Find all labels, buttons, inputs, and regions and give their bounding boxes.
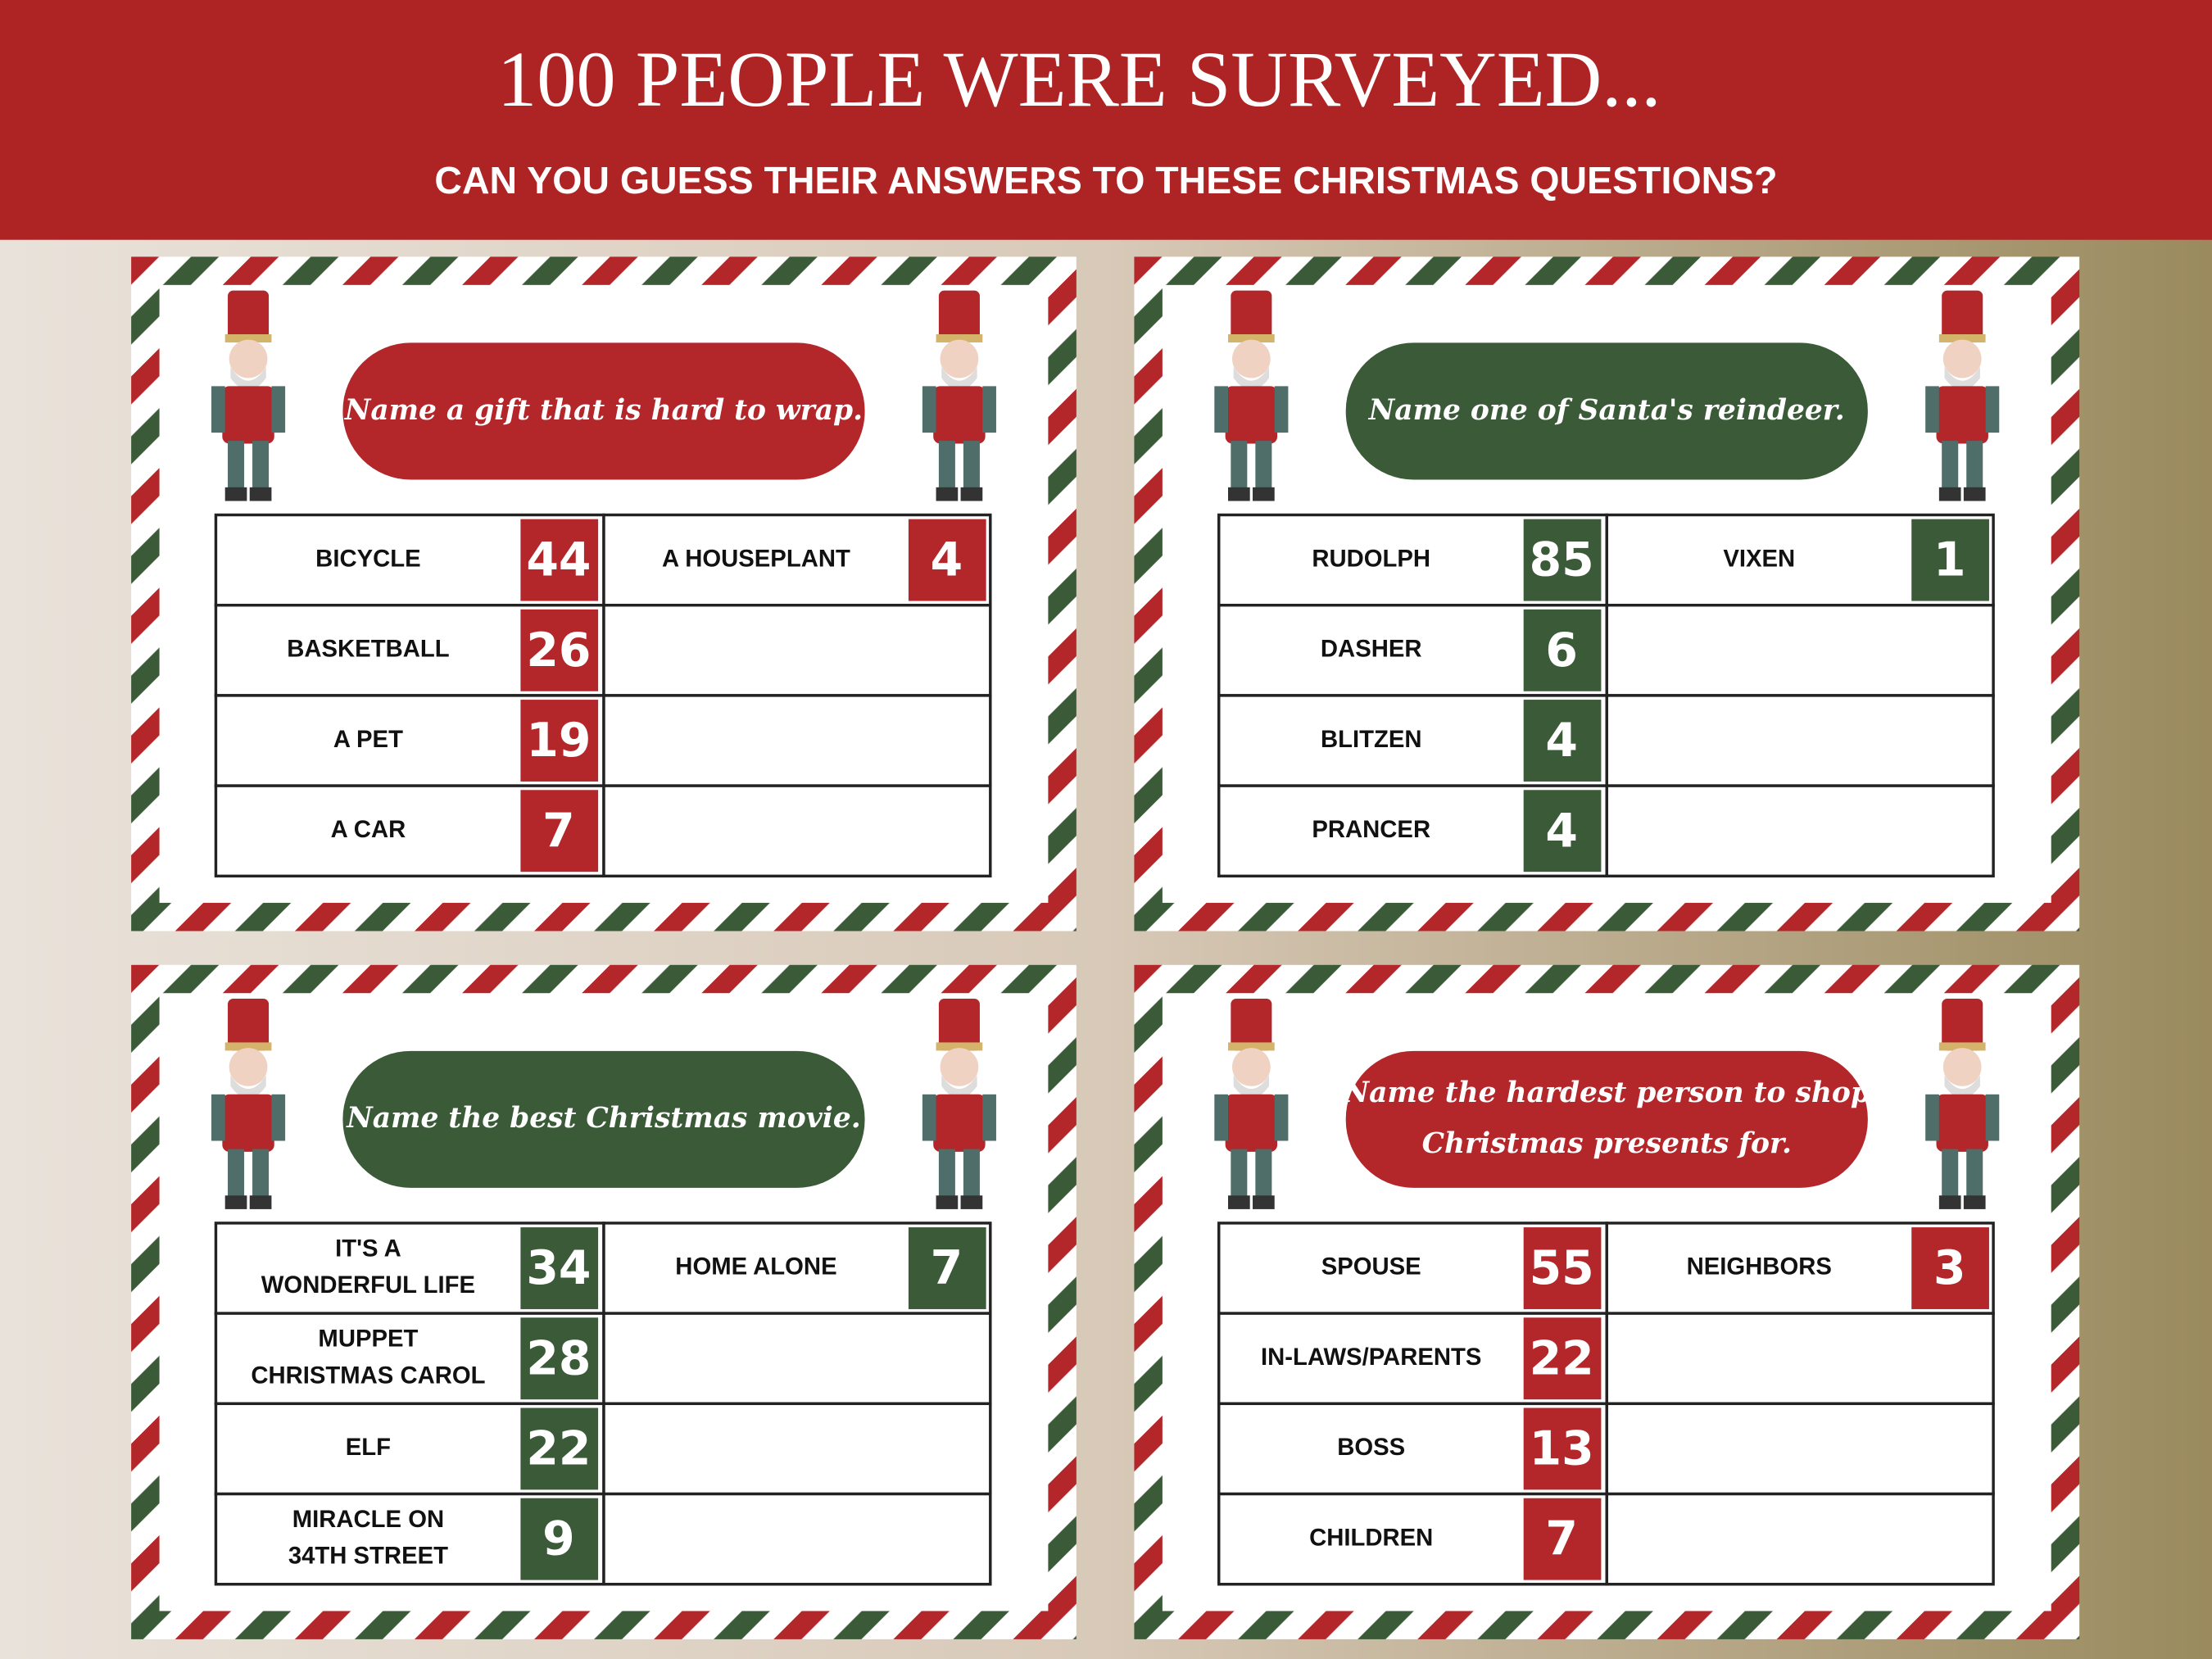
score: 85 xyxy=(1530,533,1594,587)
card: Name a gift that is hard to wrap. 44 BICYC… xyxy=(131,256,1077,931)
title: 100 PEOPLE WERE SURVEYED... xyxy=(497,35,1661,123)
score: 22 xyxy=(1530,1331,1594,1385)
score-box xyxy=(520,1407,599,1490)
answer-label: A PET xyxy=(333,727,403,753)
score-box xyxy=(1523,1227,1602,1309)
question-pill xyxy=(342,1050,865,1188)
score: 9 xyxy=(542,1512,575,1566)
score-box xyxy=(1523,519,1602,601)
answer-cell xyxy=(602,1312,992,1406)
score: 7 xyxy=(931,1241,963,1295)
answer-label: RUDOLPH xyxy=(1312,546,1430,572)
answer-cell xyxy=(602,603,992,697)
answer-cell xyxy=(602,1402,992,1496)
answer-cell xyxy=(1605,784,1995,878)
question-text: Name the hardest person to shop xyxy=(1343,1077,1870,1109)
answer-cell xyxy=(1605,694,1995,787)
score-box xyxy=(1523,1317,1602,1400)
score-box xyxy=(520,519,599,601)
score-box xyxy=(1523,790,1602,873)
score-box xyxy=(520,790,599,873)
score-box xyxy=(520,1317,599,1400)
answer-label: ELF xyxy=(346,1435,391,1461)
answer-label: A CAR xyxy=(331,817,406,843)
answer-cell xyxy=(602,694,992,787)
answer-label: BLITZEN xyxy=(1321,727,1422,753)
card: Name the hardest person to shop Christmas… xyxy=(1134,964,2080,1639)
answer-label: 34TH STREET xyxy=(288,1543,448,1570)
score: 19 xyxy=(526,714,591,768)
answer-label: CHILDREN xyxy=(1309,1525,1433,1551)
score-box xyxy=(908,519,986,601)
answer-label: MUPPET xyxy=(318,1326,418,1353)
answer-label: BICYCLE xyxy=(315,546,420,572)
answer-cell xyxy=(602,1492,992,1586)
score-box xyxy=(520,609,599,691)
score-box xyxy=(1523,609,1602,691)
score-box xyxy=(520,1227,599,1309)
score-box xyxy=(1911,1227,1989,1309)
question-text: Name the best Christmas movie. xyxy=(346,1102,860,1135)
answer-label: BASKETBALL xyxy=(287,637,449,663)
score: 55 xyxy=(1530,1241,1594,1295)
score-box xyxy=(1523,700,1602,782)
card: Name the best Christmas movie. 34 IT'S A WO… xyxy=(131,964,1077,1639)
answer-label: WONDERFUL LIFE xyxy=(261,1272,475,1299)
score-box xyxy=(1911,519,1989,601)
score: 3 xyxy=(1933,1241,1966,1295)
answer-label: BOSS xyxy=(1337,1435,1405,1461)
score-box xyxy=(1523,1498,1602,1580)
score: 4 xyxy=(931,533,963,587)
score-box xyxy=(520,700,599,782)
answer-label: CHRISTMAS CAROL xyxy=(251,1362,485,1389)
answer-label: SPOUSE xyxy=(1321,1254,1421,1281)
score: 4 xyxy=(1545,804,1578,858)
question-pill xyxy=(1345,1050,1868,1188)
score: 34 xyxy=(526,1241,591,1295)
score: 6 xyxy=(1545,623,1578,678)
answer-cell xyxy=(1605,1402,1995,1496)
question-pill xyxy=(1345,342,1868,480)
score: 7 xyxy=(542,804,575,858)
score: 7 xyxy=(1545,1512,1578,1566)
header-band xyxy=(0,0,2212,240)
answer-label: NEIGHBORS xyxy=(1687,1254,1832,1281)
answer-label: HOME ALONE xyxy=(675,1254,836,1281)
score-box xyxy=(1523,1407,1602,1490)
answer-label: VIXEN xyxy=(1723,546,1795,572)
answer-label: IT'S A xyxy=(335,1235,401,1262)
score: 28 xyxy=(526,1331,591,1385)
answer-cell xyxy=(1605,603,1995,697)
score: 22 xyxy=(526,1422,591,1476)
score: 4 xyxy=(1545,714,1578,768)
question-text: Christmas presents for. xyxy=(1422,1127,1792,1160)
answer-cell xyxy=(1605,1492,1995,1586)
answer-cell xyxy=(1605,1312,1995,1406)
answer-label: DASHER xyxy=(1321,637,1422,663)
score-box xyxy=(520,1498,599,1580)
answer-label: IN-LAWS/PARENTS xyxy=(1261,1344,1481,1371)
score-box xyxy=(908,1227,986,1309)
answer-label: PRANCER xyxy=(1312,817,1430,843)
score: 13 xyxy=(1530,1422,1594,1476)
answer-label: MIRACLE ON xyxy=(292,1507,444,1533)
score: 44 xyxy=(526,533,591,587)
answer-cell xyxy=(602,784,992,878)
question-text: Name a gift that is hard to wrap. xyxy=(344,394,863,427)
card: Name one of Santa's reindeer. 85 RUDOLPH 6 D… xyxy=(1134,256,2080,931)
score: 26 xyxy=(526,623,591,678)
answer-label: A HOUSEPLANT xyxy=(662,546,850,572)
question-pill xyxy=(342,342,865,480)
question-text: Name one of Santa's reindeer. xyxy=(1368,394,1845,427)
score: 1 xyxy=(1933,533,1966,587)
subtitle: CAN YOU GUESS THEIR ANSWERS TO THESE CHR… xyxy=(434,159,1777,202)
